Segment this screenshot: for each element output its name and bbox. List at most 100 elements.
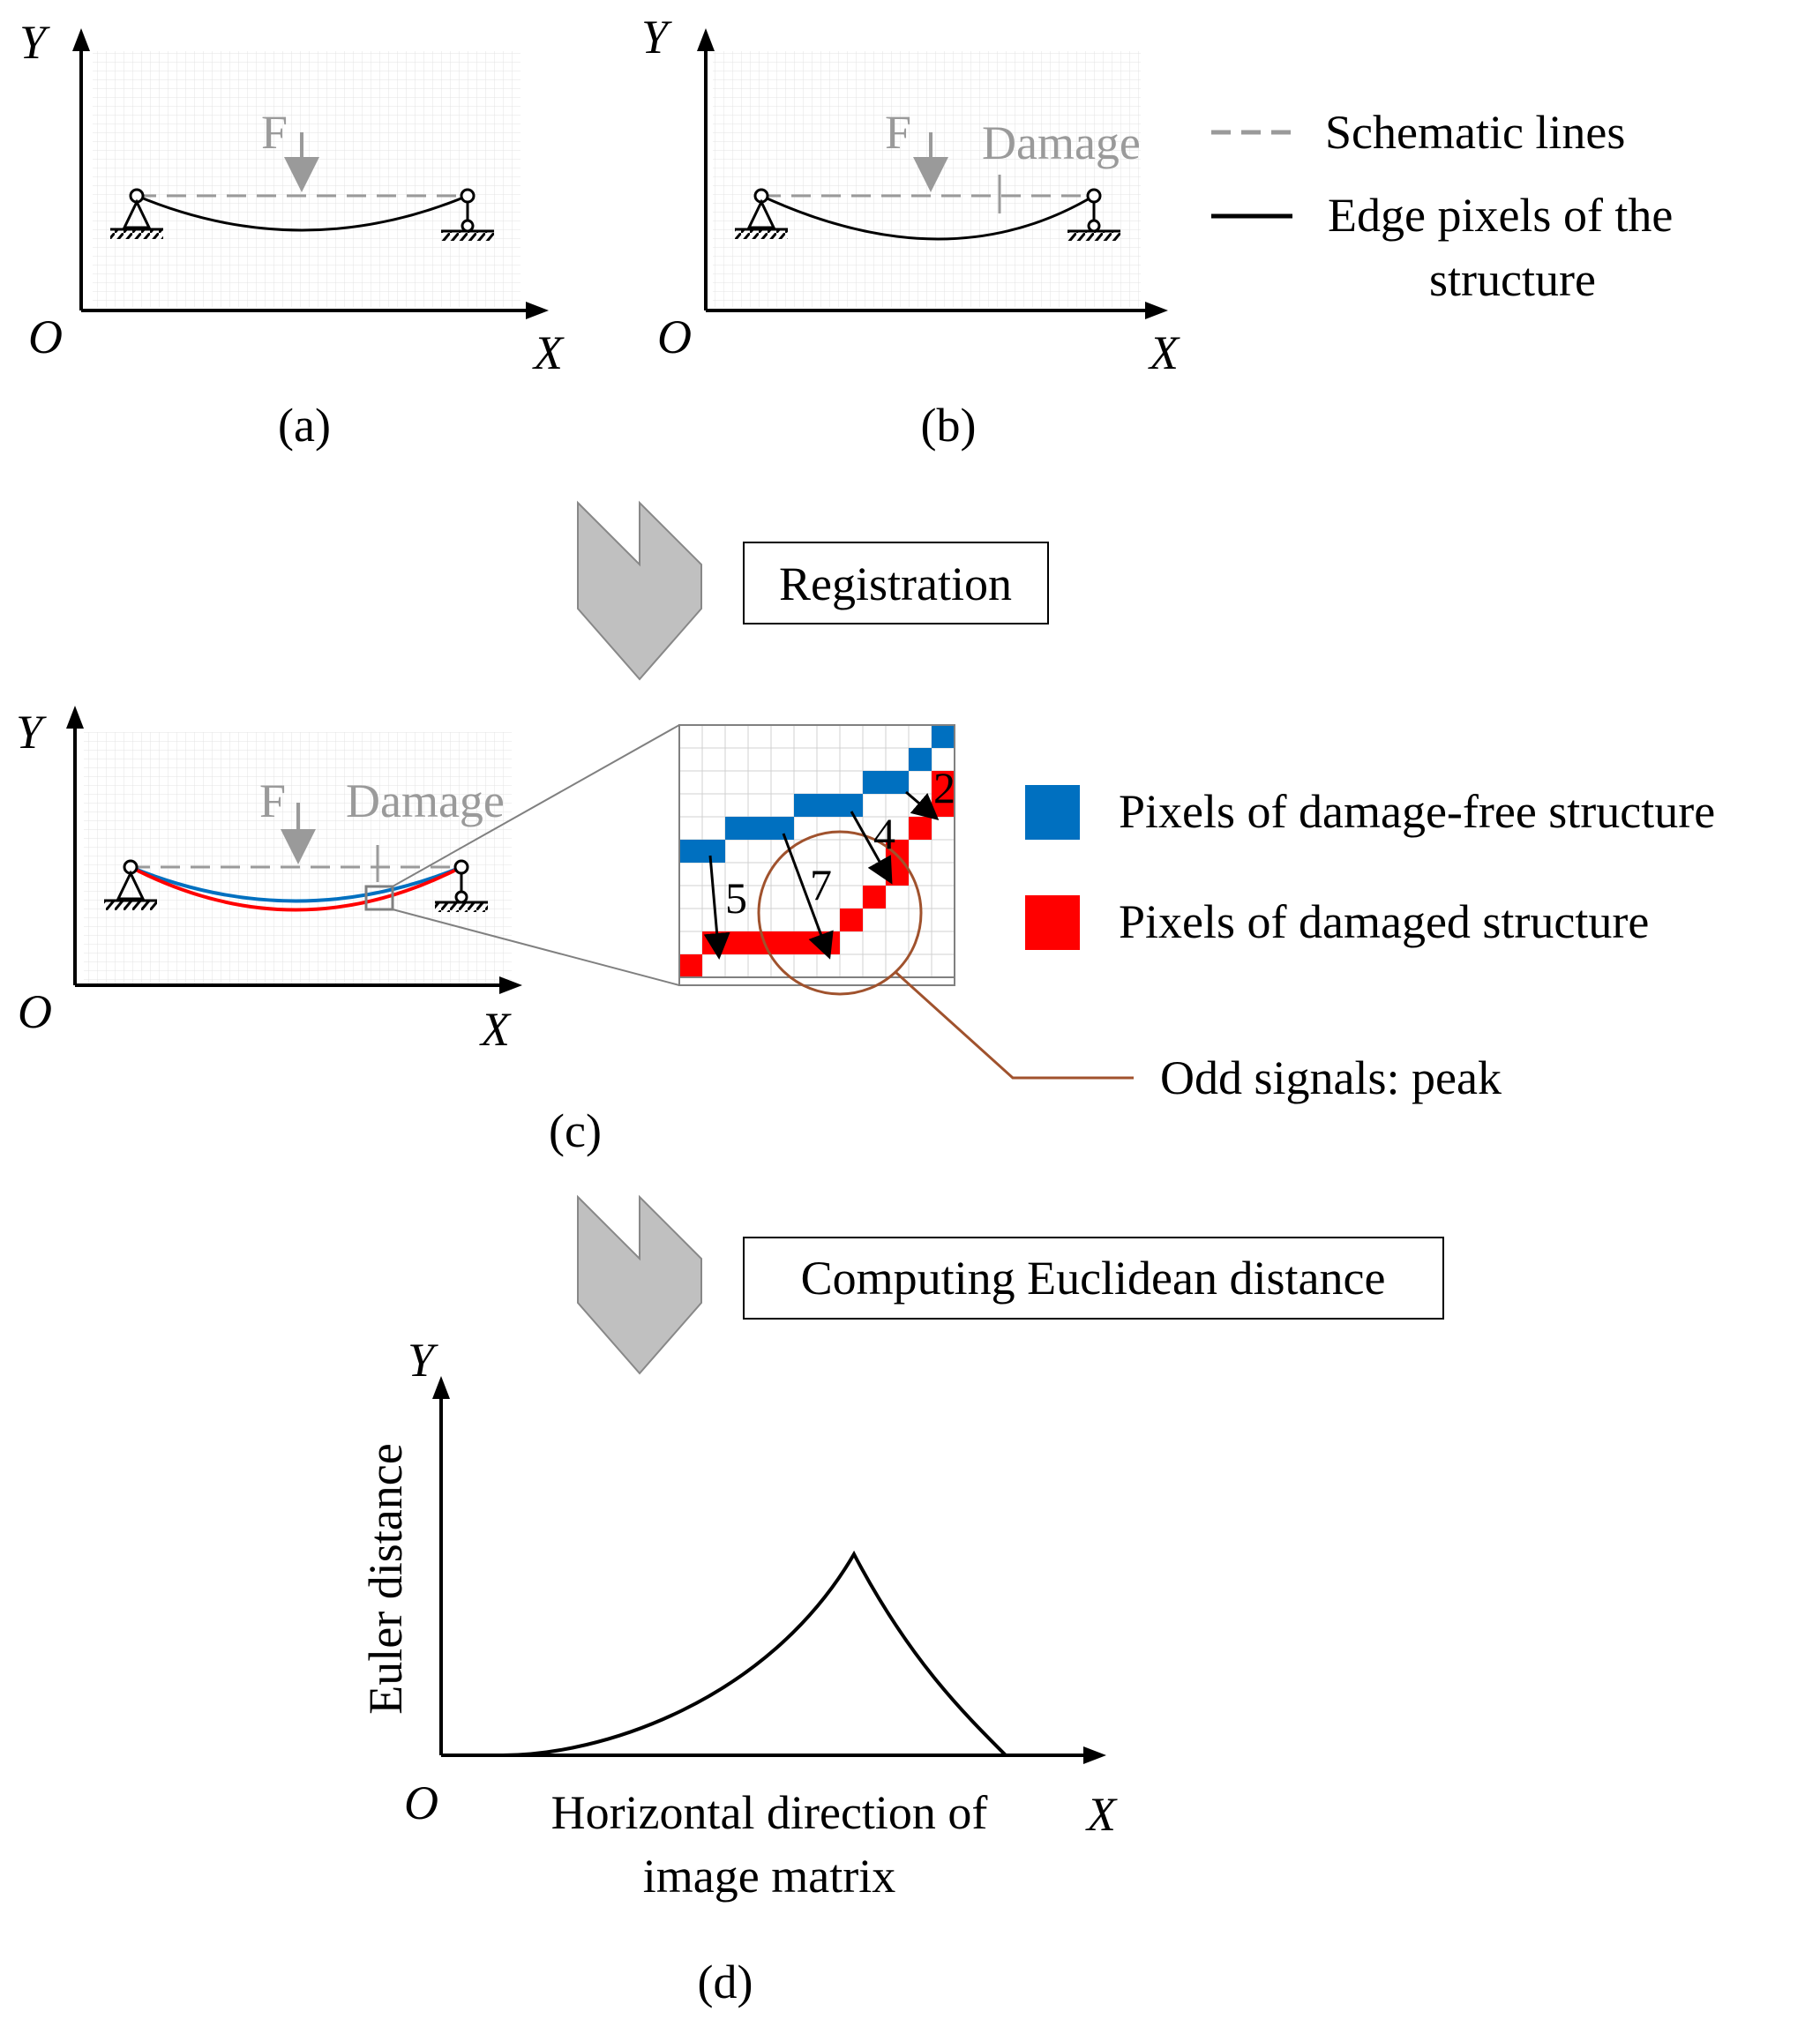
legend-edge-label-line1: Edge pixels of the: [1328, 189, 1673, 242]
origin-label: O: [28, 310, 63, 363]
x-axis-label: X: [1148, 326, 1180, 379]
pixel-damaged: [725, 931, 748, 954]
y-axis-label: Y: [19, 16, 50, 69]
x-axis-arrowhead: [499, 976, 522, 994]
pixel-damage-free: [863, 771, 886, 794]
roller-support-right: [435, 859, 488, 912]
flow-arrow-distance: [577, 1194, 702, 1375]
zoom-connector-top: [392, 724, 680, 887]
distance-curve: [502, 1550, 1007, 1757]
x-axis-arrowhead: [1145, 302, 1168, 319]
pixel-damage-free: [702, 840, 725, 863]
zoom-connector-bottom: [392, 909, 680, 986]
odd-signal-label: Odd signals: peak: [1160, 1051, 1502, 1104]
pixel-damage-free: [909, 748, 932, 771]
y-axis-arrowhead: [432, 1376, 450, 1399]
odd-signal-circle: [757, 830, 923, 996]
distance-value: 7: [810, 860, 832, 909]
roller-support-right: [1067, 188, 1120, 241]
registration-box: [743, 542, 1049, 624]
pixel-damage-free: [886, 771, 909, 794]
distance-arrow: [905, 790, 940, 820]
flow-arrow-registration: [577, 500, 702, 681]
zoom-frame-border: [678, 724, 955, 978]
x-axis-arrowhead: [526, 302, 549, 319]
caption-d: (d): [698, 1955, 753, 2008]
y-axis-label: Y: [408, 1334, 438, 1387]
legend-edge-label-line2: structure: [1429, 253, 1596, 306]
force-label: F: [885, 106, 911, 159]
zoom-region: [364, 885, 394, 911]
legend-line-styles: Schematic lines Edge pixels of the struc…: [1211, 106, 1673, 306]
damage-label: Damage: [982, 116, 1141, 169]
pixel-damaged: [863, 886, 886, 909]
legend-blue-swatch: [1025, 785, 1080, 840]
pinned-support-left: [735, 188, 788, 239]
origin-label: O: [404, 1776, 438, 1829]
y-axis-label: Y: [16, 706, 47, 759]
pixel-damaged: [771, 931, 794, 954]
y-axis-arrowhead: [72, 28, 90, 51]
distance-arrow: [703, 855, 730, 960]
pixel-damage-free: [817, 794, 840, 817]
distance-arrow: [782, 833, 834, 960]
pixel-damage-free: [771, 817, 794, 840]
y-axis-arrowhead: [66, 706, 84, 729]
distance-step-label: Computing Euclidean distance: [801, 1252, 1386, 1305]
distance-arrows: 5 7 4 2: [703, 763, 955, 960]
pixel-damage-free: [679, 840, 702, 863]
legend-damaged-label: Pixels of damaged structure: [1119, 895, 1649, 948]
distance-value: 4: [873, 809, 895, 858]
panel-d: Y O X Euler distance Horizontal directio…: [359, 1334, 1118, 2008]
chart-y-label: Euler distance: [359, 1443, 412, 1714]
pinned-support-left: [104, 859, 157, 910]
pixel-damaged: [794, 931, 817, 954]
distance-value: 5: [725, 873, 747, 923]
panel-a: Y O X F (a): [19, 16, 565, 452]
pixel-damage-free: [748, 817, 771, 840]
legend-red-swatch: [1025, 895, 1080, 950]
grid-background: [713, 51, 1141, 307]
grid-background: [93, 51, 521, 307]
beam-edge-pixels: [136, 194, 468, 232]
distance-box: [743, 1237, 1444, 1320]
pixel-damage-free: [794, 794, 817, 817]
panel-b: Y O X F Damage (b): [641, 11, 1180, 452]
legend-pixels: Pixels of damage-free structure Pixels o…: [1025, 785, 1715, 950]
roller-support-right: [441, 188, 494, 241]
distance-value: 2: [933, 763, 955, 812]
panel-c: Y O X F Damage: [16, 706, 680, 1056]
x-axis-label: X: [532, 326, 565, 379]
pixel-damaged: [909, 817, 932, 840]
origin-label: O: [657, 310, 692, 363]
origin-label: O: [18, 985, 52, 1038]
pixel-damaged: [932, 771, 955, 794]
x-axis-arrowhead: [1083, 1746, 1106, 1764]
registration-label: Registration: [779, 557, 1012, 610]
odd-signal-leader: [894, 970, 1134, 1080]
damage-label: Damage: [346, 774, 505, 827]
legend-damage-free-label: Pixels of damage-free structure: [1119, 785, 1715, 838]
x-axis-label: X: [1085, 1788, 1118, 1841]
force-label: F: [261, 106, 288, 159]
beam-edge-pixels: [760, 194, 1095, 241]
pixel-damage-free: [932, 725, 955, 748]
chart-x-label-line1: Horizontal direction of: [551, 1786, 988, 1839]
pixel-damaged: [702, 931, 725, 954]
caption-a: (a): [278, 399, 331, 452]
y-axis-arrowhead: [697, 28, 715, 51]
pixel-damage-free: [725, 817, 748, 840]
pinned-support-left: [110, 188, 163, 239]
y-axis-label: Y: [641, 11, 672, 64]
force-label: F: [259, 774, 286, 827]
pixel-damaged: [679, 954, 702, 977]
distance-arrow: [850, 811, 893, 885]
legend-schematic-label: Schematic lines: [1325, 106, 1625, 159]
caption-c: (c): [549, 1104, 602, 1157]
pixel-damaged: [840, 909, 863, 931]
chart-x-label-line2: image matrix: [643, 1850, 895, 1903]
beam-damaged: [130, 865, 462, 912]
beam-damage-free: [130, 865, 462, 903]
caption-b: (b): [921, 399, 977, 452]
